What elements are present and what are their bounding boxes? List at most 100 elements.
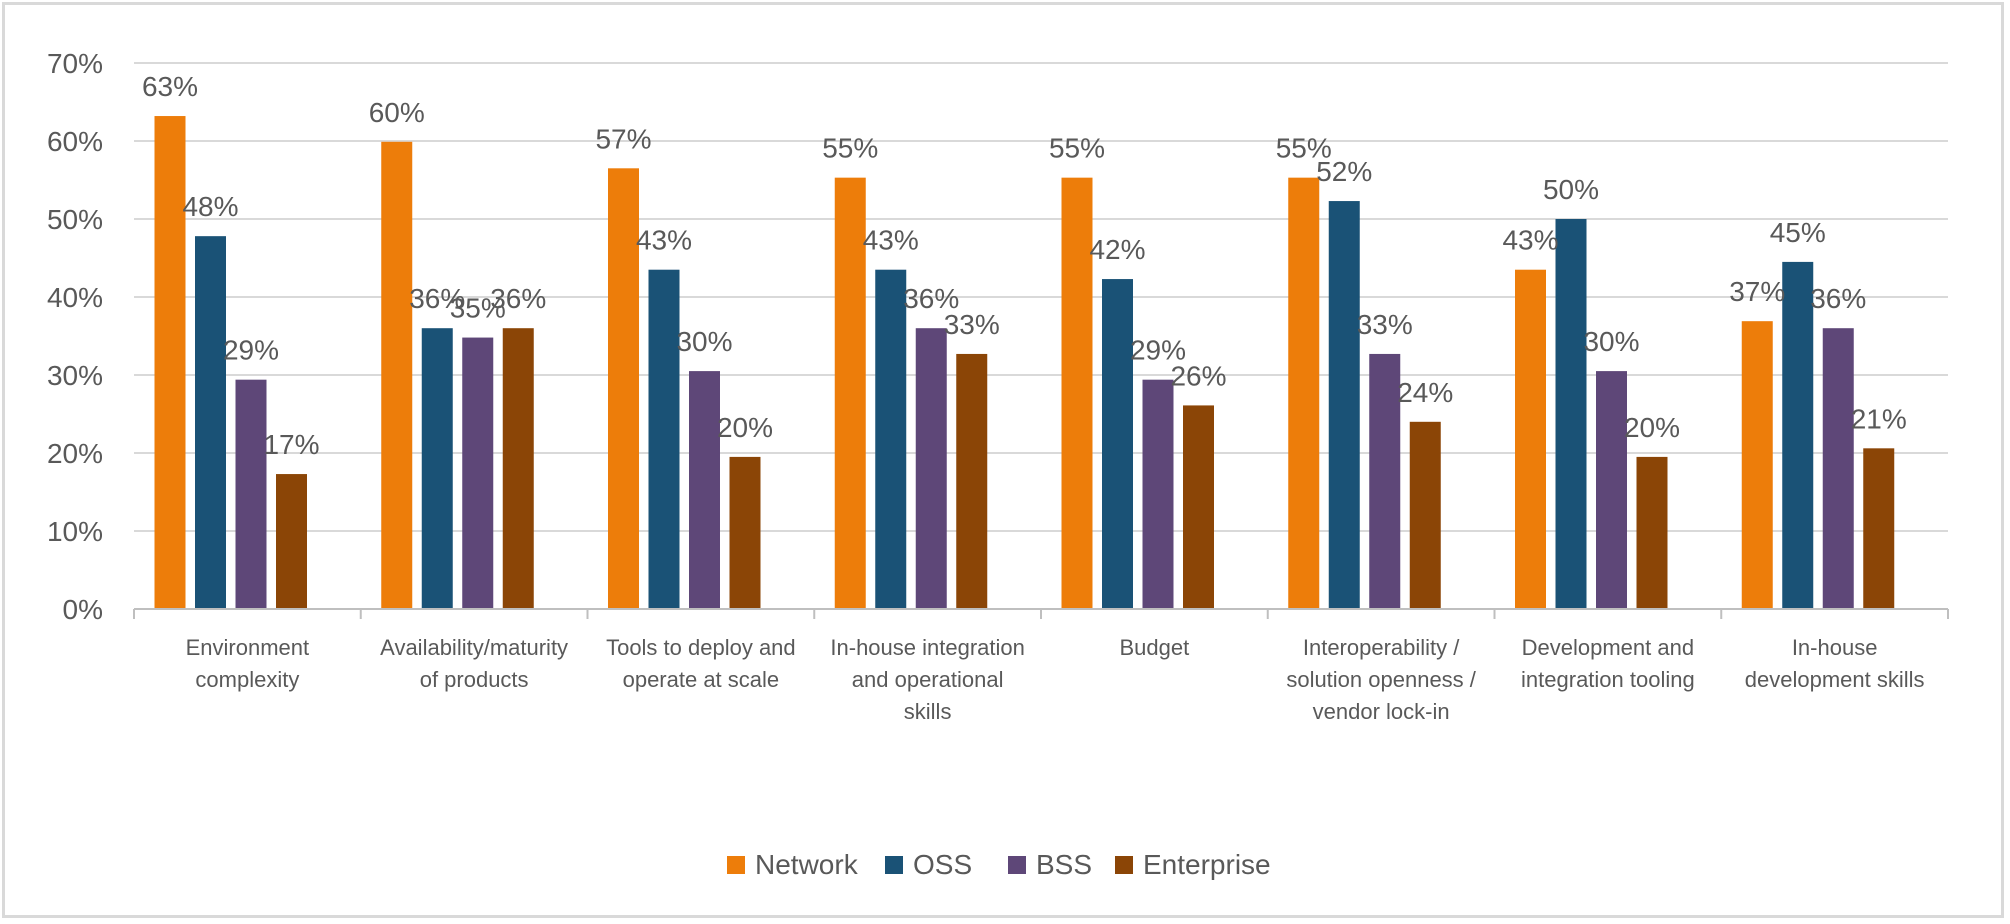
legend-label: Network [755, 849, 859, 880]
data-label: 60% [369, 97, 425, 128]
legend-item-network: Network [727, 849, 859, 880]
legend-label: BSS [1036, 849, 1092, 880]
data-label: 42% [1089, 234, 1145, 265]
bar-enterprise [502, 328, 534, 609]
bar-enterprise [1183, 405, 1214, 609]
data-label: 37% [1729, 276, 1785, 307]
bar-oss [1102, 279, 1133, 609]
data-label: 36% [490, 283, 546, 314]
data-label: 17% [263, 429, 319, 460]
y-tick-label: 0% [63, 594, 103, 625]
data-label: 45% [1770, 217, 1826, 248]
bar-oss [1555, 219, 1587, 609]
bar-bss [1822, 328, 1854, 609]
y-axis-ticks: 0% 10% 20% 30% 40% 50% 60% 70% [47, 48, 103, 625]
data-label: 43% [636, 225, 692, 256]
category-label: Development and integration tooling [1521, 635, 1695, 692]
bar-oss [875, 269, 907, 609]
bar-bss [235, 379, 267, 609]
bar-network [381, 141, 413, 609]
data-label: 33% [1357, 309, 1413, 340]
data-label: 55% [1049, 133, 1105, 164]
data-label: 55% [822, 133, 878, 164]
category-label: Environment complexity [186, 635, 310, 692]
bar-bss [462, 337, 494, 609]
y-tick-label: 70% [47, 48, 103, 79]
legend-swatch [727, 856, 745, 874]
bar-enterprise [729, 456, 761, 609]
data-label: 36% [409, 283, 465, 314]
y-tick-label: 30% [47, 360, 103, 391]
bar-network [154, 116, 186, 609]
bar-bss [689, 371, 720, 609]
legend: Network OSS BSS Enterprise [727, 849, 1271, 880]
legend-label: Enterprise [1143, 849, 1271, 880]
category-label: Budget [1120, 635, 1190, 660]
bar-network [1741, 321, 1773, 609]
y-tick-label: 50% [47, 204, 103, 235]
data-label: 30% [1583, 326, 1639, 357]
bar-bss [1369, 353, 1401, 609]
bar-oss [421, 328, 453, 609]
y-tick-label: 60% [47, 126, 103, 157]
data-label: 30% [676, 326, 732, 357]
data-label: 55% [1276, 133, 1332, 164]
y-tick-label: 10% [47, 516, 103, 547]
data-label: 57% [595, 123, 651, 154]
legend-item-bss: BSS [1008, 849, 1092, 880]
bar-oss [1782, 261, 1814, 609]
data-label: 26% [1170, 360, 1226, 391]
bar-oss [648, 269, 680, 609]
category-label: In-house development skills [1745, 635, 1925, 692]
data-labels: 63%48%29%17%60%36%35%36%57%43%30%20%55%4… [142, 71, 1907, 460]
data-label: 21% [1851, 403, 1907, 434]
data-label: 36% [1810, 283, 1866, 314]
bar-bss [915, 328, 947, 609]
bar-enterprise [276, 474, 307, 609]
bar-enterprise [956, 353, 988, 609]
bar-enterprise [1636, 456, 1668, 609]
data-label: 36% [903, 283, 959, 314]
bar-network [1061, 177, 1093, 609]
legend-swatch [1008, 856, 1026, 874]
legend-swatch [1115, 856, 1133, 874]
data-label: 63% [142, 71, 198, 102]
legend-label: OSS [913, 849, 972, 880]
x-axis [133, 608, 1949, 619]
bar-chart: 0% 10% 20% 30% 40% 50% 60% 70% 63% 48% 29% 17% 60% 3… [47, 48, 1949, 880]
legend-item-enterprise: Enterprise [1115, 849, 1271, 880]
y-tick-label: 40% [47, 282, 103, 313]
legend-swatch [885, 856, 903, 874]
category-labels: Environment complexity Availability/maturi… [186, 635, 1925, 724]
data-label: 52% [1316, 156, 1372, 187]
bar-oss [195, 236, 226, 609]
category-label: Availability/maturity of products [380, 635, 568, 692]
bar-network [608, 168, 639, 610]
bar-bss [1596, 371, 1627, 609]
data-label: 20% [1624, 412, 1680, 443]
data-label: 43% [1502, 225, 1558, 256]
bars [154, 116, 1895, 610]
bar-enterprise [1863, 448, 1895, 609]
data-label: 20% [717, 412, 773, 443]
category-label: In-house integration and operational skill… [830, 635, 1024, 724]
y-tick-label: 20% [47, 438, 103, 469]
data-label: 35% [450, 293, 506, 324]
data-label: 50% [1543, 174, 1599, 205]
data-label: 29% [1130, 335, 1186, 366]
data-label: 43% [863, 225, 919, 256]
category-label: Tools to deploy and operate at scale [606, 635, 796, 692]
bar-network [1288, 177, 1320, 609]
bar-enterprise [1409, 421, 1441, 609]
data-label: 33% [944, 309, 1000, 340]
data-label: 48% [182, 191, 238, 222]
bar-oss [1328, 201, 1360, 609]
bar-bss [1142, 379, 1174, 609]
bar-network [1515, 269, 1546, 609]
data-label: 24% [1397, 377, 1453, 408]
category-label: Interoperability / solution openness / ven… [1286, 635, 1476, 724]
legend-item-oss: OSS [885, 849, 972, 880]
bar-network [834, 177, 866, 609]
data-label: 29% [223, 335, 279, 366]
